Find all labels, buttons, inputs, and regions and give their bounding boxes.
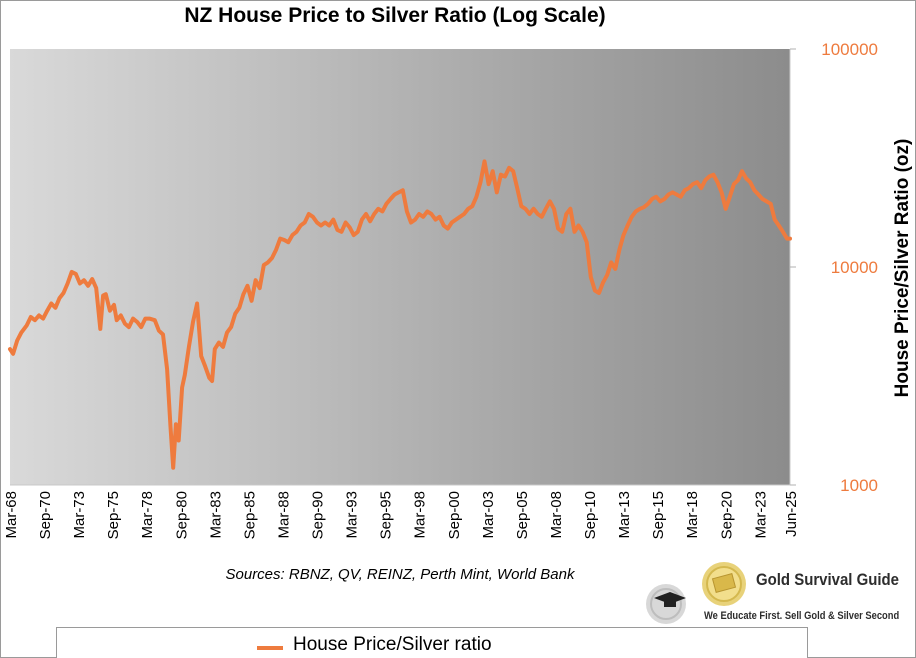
- logo-tagline: We Educate First. Sell Gold & Silver Sec…: [704, 610, 900, 622]
- x-tick-label: Sep-80: [173, 491, 190, 539]
- x-tick-label: Sep-85: [241, 491, 258, 539]
- x-tick-label: Mar-88: [275, 491, 292, 539]
- x-tick-label: Sep-75: [105, 491, 122, 539]
- y-tick-label: 10000: [831, 258, 878, 277]
- x-tick-label: Sep-05: [514, 491, 531, 539]
- x-tick-label: Mar-78: [139, 491, 156, 539]
- x-tick-label: Mar-73: [71, 491, 88, 539]
- x-tick-label: Sep-10: [582, 491, 599, 539]
- y-tick-label: 100000: [821, 40, 878, 59]
- x-tick-label: Sep-20: [718, 491, 735, 539]
- x-tick-label: Mar-98: [412, 491, 429, 539]
- legend: House Price/Silver ratio: [56, 627, 808, 658]
- x-tick-label: Sep-70: [37, 491, 54, 539]
- x-tick-label: Mar-93: [344, 491, 361, 539]
- x-tick-label: Sep-95: [378, 491, 395, 539]
- x-tick-label: Mar-13: [616, 491, 633, 539]
- x-tick-label: Sep-90: [310, 491, 327, 539]
- x-tick-label: Mar-68: [3, 491, 20, 539]
- x-tick-label: Jun-25: [783, 491, 800, 537]
- graduation-cap-icon: [654, 592, 686, 604]
- x-tick-label: Mar-18: [684, 491, 701, 539]
- x-tick-label: Mar-03: [480, 491, 497, 539]
- logo-name: Gold Survival Guide: [756, 570, 899, 589]
- legend-swatch: [257, 646, 283, 650]
- gold-survival-guide-logo: Gold Survival Guide We Educate First. Se…: [640, 558, 914, 634]
- series-line-house-price-silver-ratio: [8, 159, 792, 470]
- legend-label: House Price/Silver ratio: [293, 634, 492, 655]
- x-tick-label: Sep-00: [446, 491, 463, 539]
- x-tick-label: Mar-23: [752, 491, 769, 539]
- chart-title: NZ House Price to Silver Ratio (Log Scal…: [184, 4, 606, 27]
- x-tick-label: Mar-83: [207, 491, 224, 539]
- y-tick-label: 1000: [840, 476, 878, 495]
- y-axis-label: House Price/Silver Ratio (oz): [892, 138, 913, 398]
- x-tick-label: Sep-15: [650, 491, 667, 539]
- plot-area: [10, 49, 790, 485]
- logo-graphic: [646, 562, 746, 624]
- x-tick-label: Mar-08: [548, 491, 565, 539]
- sources-note: Sources: RBNZ, QV, REINZ, Perth Mint, Wo…: [225, 566, 575, 583]
